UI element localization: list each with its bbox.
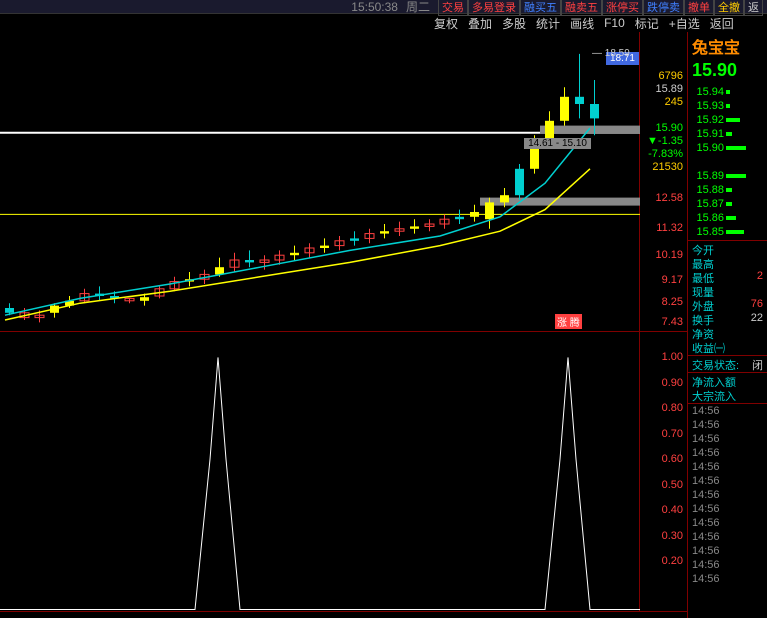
- top-btn-跌停卖[interactable]: 跌停卖: [643, 0, 684, 16]
- stock-name: 兔宝宝: [688, 32, 767, 60]
- info-list: 今开最高最低2现量外盘76换手22净资收益㈠: [688, 242, 767, 354]
- time-list: 14:5614:5614:5614:5614:5614:5614:5614:56…: [688, 405, 767, 587]
- candle-panel[interactable]: 18.71 — 18.59 14.61 - 15.10 涨 腾 12.5811.…: [0, 32, 687, 332]
- quote-row: 15.85: [688, 225, 767, 239]
- info-row: 收益㈠: [688, 340, 767, 354]
- trade-status: 交易状态: 闭: [688, 357, 767, 371]
- side-panel: 兔宝宝 15.90 15.9415.9315.9215.9115.9015.89…: [688, 32, 767, 618]
- info-row: 今开: [688, 242, 767, 256]
- time-item: 14:56: [692, 475, 763, 489]
- level-box: 14.61 - 15.10: [524, 138, 591, 149]
- toolbar-画线[interactable]: 画线: [566, 15, 598, 32]
- toolbar-多股[interactable]: 多股: [498, 15, 530, 32]
- top-btn-撤单[interactable]: 撤单: [684, 0, 714, 16]
- indicator-svg: [0, 332, 640, 612]
- toolbar-标记[interactable]: 标记: [631, 15, 663, 32]
- time-item: 14:56: [692, 559, 763, 573]
- time-item: 14:56: [692, 517, 763, 531]
- top-btn-返[interactable]: 返: [744, 0, 763, 16]
- time-item: 14:56: [692, 489, 763, 503]
- toolbar-返回[interactable]: 返回: [706, 15, 738, 32]
- top-bar: 15:50:38 周二 交易多易登录融买五融卖五涨停买跌停卖撤单全撤返: [0, 0, 767, 14]
- clock-day: 周二: [406, 0, 430, 15]
- top-btn-融卖五[interactable]: 融卖五: [561, 0, 602, 16]
- quote-row: 15.94: [688, 85, 767, 99]
- top-buttons: 交易多易登录融买五融卖五涨停买跌停卖撤单全撤返: [438, 0, 763, 16]
- time-item: 14:56: [692, 433, 763, 447]
- toolbar-叠加[interactable]: 叠加: [464, 15, 496, 32]
- time-item: 14:56: [692, 405, 763, 419]
- time-item: 14:56: [692, 573, 763, 587]
- zhang-badge: 涨 腾: [555, 314, 582, 329]
- top-btn-全撤[interactable]: 全撤: [714, 0, 744, 16]
- quote-row: 15.93: [688, 99, 767, 113]
- quote-list: 15.9415.9315.9215.9115.90 15.8915.8815.87…: [688, 85, 767, 239]
- info-row: 换手22: [688, 312, 767, 326]
- toolbar-+自选[interactable]: +自选: [665, 15, 704, 32]
- top-btn-交易[interactable]: 交易: [438, 0, 468, 16]
- clock-time: 15:50:38: [351, 0, 398, 14]
- time-item: 14:56: [692, 531, 763, 545]
- quote-row: 15.86: [688, 211, 767, 225]
- candle-y-axis: 12.5811.3210.199.178.257.43679615.892451…: [639, 32, 687, 331]
- flow-rows: 净流入额大宗流入: [688, 374, 767, 402]
- time-item: 14:56: [692, 447, 763, 461]
- top-btn-多易登录[interactable]: 多易登录: [468, 0, 520, 16]
- quote-row: 15.91: [688, 127, 767, 141]
- chart-toolbar: 复权叠加多股统计画线F10标记+自选返回: [0, 14, 767, 32]
- indicator-panel[interactable]: 1.000.900.800.700.600.500.400.300.20: [0, 332, 687, 612]
- info-row: 现量: [688, 284, 767, 298]
- info-row: 最低2: [688, 270, 767, 284]
- info-row: 净资: [688, 326, 767, 340]
- time-item: 14:56: [692, 419, 763, 433]
- peak-label: — 18.59: [590, 48, 632, 59]
- info-row: 外盘76: [688, 298, 767, 312]
- top-btn-融买五[interactable]: 融买五: [520, 0, 561, 16]
- toolbar-复权[interactable]: 复权: [430, 15, 462, 32]
- quote-row: [688, 155, 767, 169]
- time-item: 14:56: [692, 461, 763, 475]
- quote-row: 15.88: [688, 183, 767, 197]
- quote-row: 15.87: [688, 197, 767, 211]
- time-item: 14:56: [692, 503, 763, 517]
- chart-area: 18.71 — 18.59 14.61 - 15.10 涨 腾 12.5811.…: [0, 32, 688, 618]
- toolbar-统计[interactable]: 统计: [532, 15, 564, 32]
- candle-svg: [0, 32, 640, 332]
- stock-price: 15.90: [688, 60, 767, 85]
- info-row: 最高: [688, 256, 767, 270]
- top-btn-涨停买[interactable]: 涨停买: [602, 0, 643, 16]
- quote-row: 15.89: [688, 169, 767, 183]
- quote-row: 15.92: [688, 113, 767, 127]
- toolbar-F10[interactable]: F10: [600, 16, 629, 30]
- time-item: 14:56: [692, 545, 763, 559]
- quote-row: 15.90: [688, 141, 767, 155]
- indicator-y-axis: 1.000.900.800.700.600.500.400.300.20: [639, 332, 687, 611]
